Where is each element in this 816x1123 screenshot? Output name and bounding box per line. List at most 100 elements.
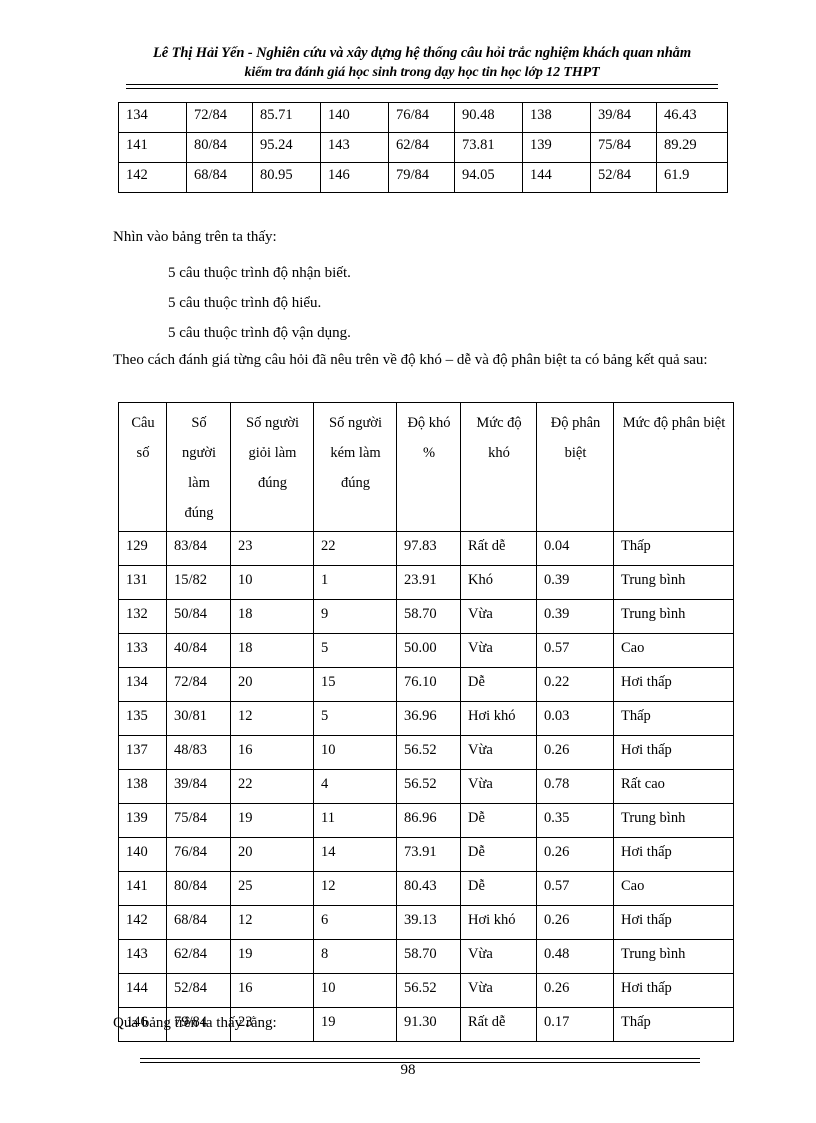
table-cell: Vừa <box>460 769 537 804</box>
table-cell: 0.03 <box>536 701 614 736</box>
table-cell: 62/84 <box>388 132 455 163</box>
table-cell: Cao <box>613 633 734 668</box>
table-cell: Trung bình <box>613 939 734 974</box>
table-row: 131 15/82 10 1 23.91 Khó 0.39 Trung bình <box>118 565 734 600</box>
table-cell: 6 <box>313 905 397 940</box>
table-cell: 72/84 <box>186 102 253 133</box>
table-cell: 129 <box>118 531 167 566</box>
table-cell: 90.48 <box>454 102 523 133</box>
table-cell: Dễ <box>460 837 537 872</box>
table-cell: 76/84 <box>388 102 455 133</box>
table-cell: 72/84 <box>166 667 231 702</box>
table-row: 129 83/84 23 22 97.83 Rất dễ 0.04 Thấp <box>118 531 734 566</box>
table-cell: Vừa <box>460 973 537 1008</box>
table-cell: 76.10 <box>396 667 461 702</box>
table-cell: 39.13 <box>396 905 461 940</box>
list-item: 5 câu thuộc trình độ vận dụng. <box>168 325 351 341</box>
list-item: 5 câu thuộc trình độ nhận biết. <box>168 265 351 281</box>
table-cell: 138 <box>118 769 167 804</box>
table-cell: 75/84 <box>590 132 657 163</box>
page-number: 98 <box>400 1062 416 1078</box>
table-cell: 79/84 <box>166 1007 231 1042</box>
table-cell: Hơi thấp <box>613 735 734 770</box>
table-cell: 18 <box>230 599 314 634</box>
table-cell: 132 <box>118 599 167 634</box>
table-cell: 141 <box>118 132 187 163</box>
table-cell: 12 <box>230 905 314 940</box>
table-cell: 143 <box>320 132 389 163</box>
table-cell: 56.52 <box>396 769 461 804</box>
bullet-list: 5 câu thuộc trình độ nhận biết. 5 câu thu… <box>168 258 728 348</box>
table-cell: 134 <box>118 102 187 133</box>
table-cell: 58.70 <box>396 939 461 974</box>
table-cell: Dễ <box>460 871 537 906</box>
top-results-table: 134 72/84 85.71 140 76/84 90.48 138 39/84 46.43 1… <box>118 102 728 193</box>
paragraph-evaluation: Theo cách đánh giá từng câu hỏi đã nêu t… <box>113 352 708 368</box>
column-header: Số người kém làm đúng <box>313 402 397 532</box>
table-cell: 142 <box>118 905 167 940</box>
table-cell: Thấp <box>613 1007 734 1042</box>
table-cell: 48/83 <box>166 735 231 770</box>
top-results-table-wrapper: 134 72/84 85.71 140 76/84 90.48 138 39/84 46.43 1… <box>118 102 728 193</box>
table-row: 133 40/84 18 5 50.00 Vừa 0.57 Cao <box>118 633 734 668</box>
table-cell: 0.26 <box>536 837 614 872</box>
table-cell: Trung bình <box>613 803 734 838</box>
table-cell: 0.35 <box>536 803 614 838</box>
table-cell: 19 <box>230 803 314 838</box>
table-cell: Vừa <box>460 939 537 974</box>
table-cell: 14 <box>313 837 397 872</box>
table-row: 143 62/84 19 8 58.70 Vừa 0.48 Trung bình <box>118 939 734 974</box>
table-row: 132 50/84 18 9 58.70 Vừa 0.39 Trung bình <box>118 599 734 634</box>
table-cell: 138 <box>522 102 591 133</box>
table-row: 142 68/84 80.95 146 79/84 94.05 144 52/84 61.9 <box>118 162 728 193</box>
table-cell: Vừa <box>460 735 537 770</box>
table-cell: 18 <box>230 633 314 668</box>
column-header: Mức độ phân biệt <box>613 402 734 532</box>
table-cell: 5 <box>313 701 397 736</box>
paragraph-closing: Qua bảng trên ta thấy rằng: <box>113 1015 277 1031</box>
table-row: 141 80/84 95.24 143 62/84 73.81 139 75/84 89.29 <box>118 132 728 163</box>
column-header: Độ khó % <box>396 402 461 532</box>
table-cell: 0.39 <box>536 565 614 600</box>
table-cell: Vừa <box>460 599 537 634</box>
table-cell: 83/84 <box>166 531 231 566</box>
column-header: Số người làm đúng <box>166 402 231 532</box>
table-row: 141 80/84 25 12 80.43 Dễ 0.57 Cao <box>118 871 734 906</box>
table-cell: 142 <box>118 162 187 193</box>
table-cell: 139 <box>522 132 591 163</box>
table-cell: Rất cao <box>613 769 734 804</box>
column-header: Độ phân biệt <box>536 402 614 532</box>
table-cell: 23.91 <box>396 565 461 600</box>
table-cell: 0.04 <box>536 531 614 566</box>
table-cell: 85.71 <box>252 102 321 133</box>
table-cell: Dễ <box>460 803 537 838</box>
table-cell: 1 <box>313 565 397 600</box>
running-header-line-1: Lê Thị Hải Yến - Nghiên cứu và xây dựng … <box>152 45 692 61</box>
table-cell: 10 <box>313 735 397 770</box>
table-cell: 23 <box>230 531 314 566</box>
table-cell: 10 <box>230 565 314 600</box>
table-cell: 137 <box>118 735 167 770</box>
table-cell: 0.57 <box>536 871 614 906</box>
table-cell: 144 <box>118 973 167 1008</box>
table-cell: 30/81 <box>166 701 231 736</box>
table-cell: Hơi thấp <box>613 667 734 702</box>
table-cell: 22 <box>313 531 397 566</box>
table-cell: Hơi thấp <box>613 837 734 872</box>
table-row: 140 76/84 20 14 73.91 Dễ 0.26 Hơi thấp <box>118 837 734 872</box>
table-cell: Thấp <box>613 701 734 736</box>
paragraph-intro: Nhìn vào bảng trên ta thấy: <box>113 229 277 245</box>
table-cell: 22 <box>230 769 314 804</box>
table-cell: 139 <box>118 803 167 838</box>
table-cell: 40/84 <box>166 633 231 668</box>
table-cell: Cao <box>613 871 734 906</box>
main-results-table-wrapper: Câu số Số người làm đúng Số người giỏi làm… <box>118 402 734 1042</box>
table-cell: 68/84 <box>186 162 253 193</box>
table-cell: 19 <box>230 939 314 974</box>
table-cell: 0.22 <box>536 667 614 702</box>
table-row: 134 72/84 20 15 76.10 Dễ 0.22 Hơi thấp <box>118 667 734 702</box>
table-cell: 16 <box>230 973 314 1008</box>
table-row: 146 79/84 23 19 91.30 Rất dễ 0.17 Thấp <box>118 1007 734 1042</box>
table-cell: 50/84 <box>166 599 231 634</box>
footer-divider-rule <box>140 1058 700 1063</box>
